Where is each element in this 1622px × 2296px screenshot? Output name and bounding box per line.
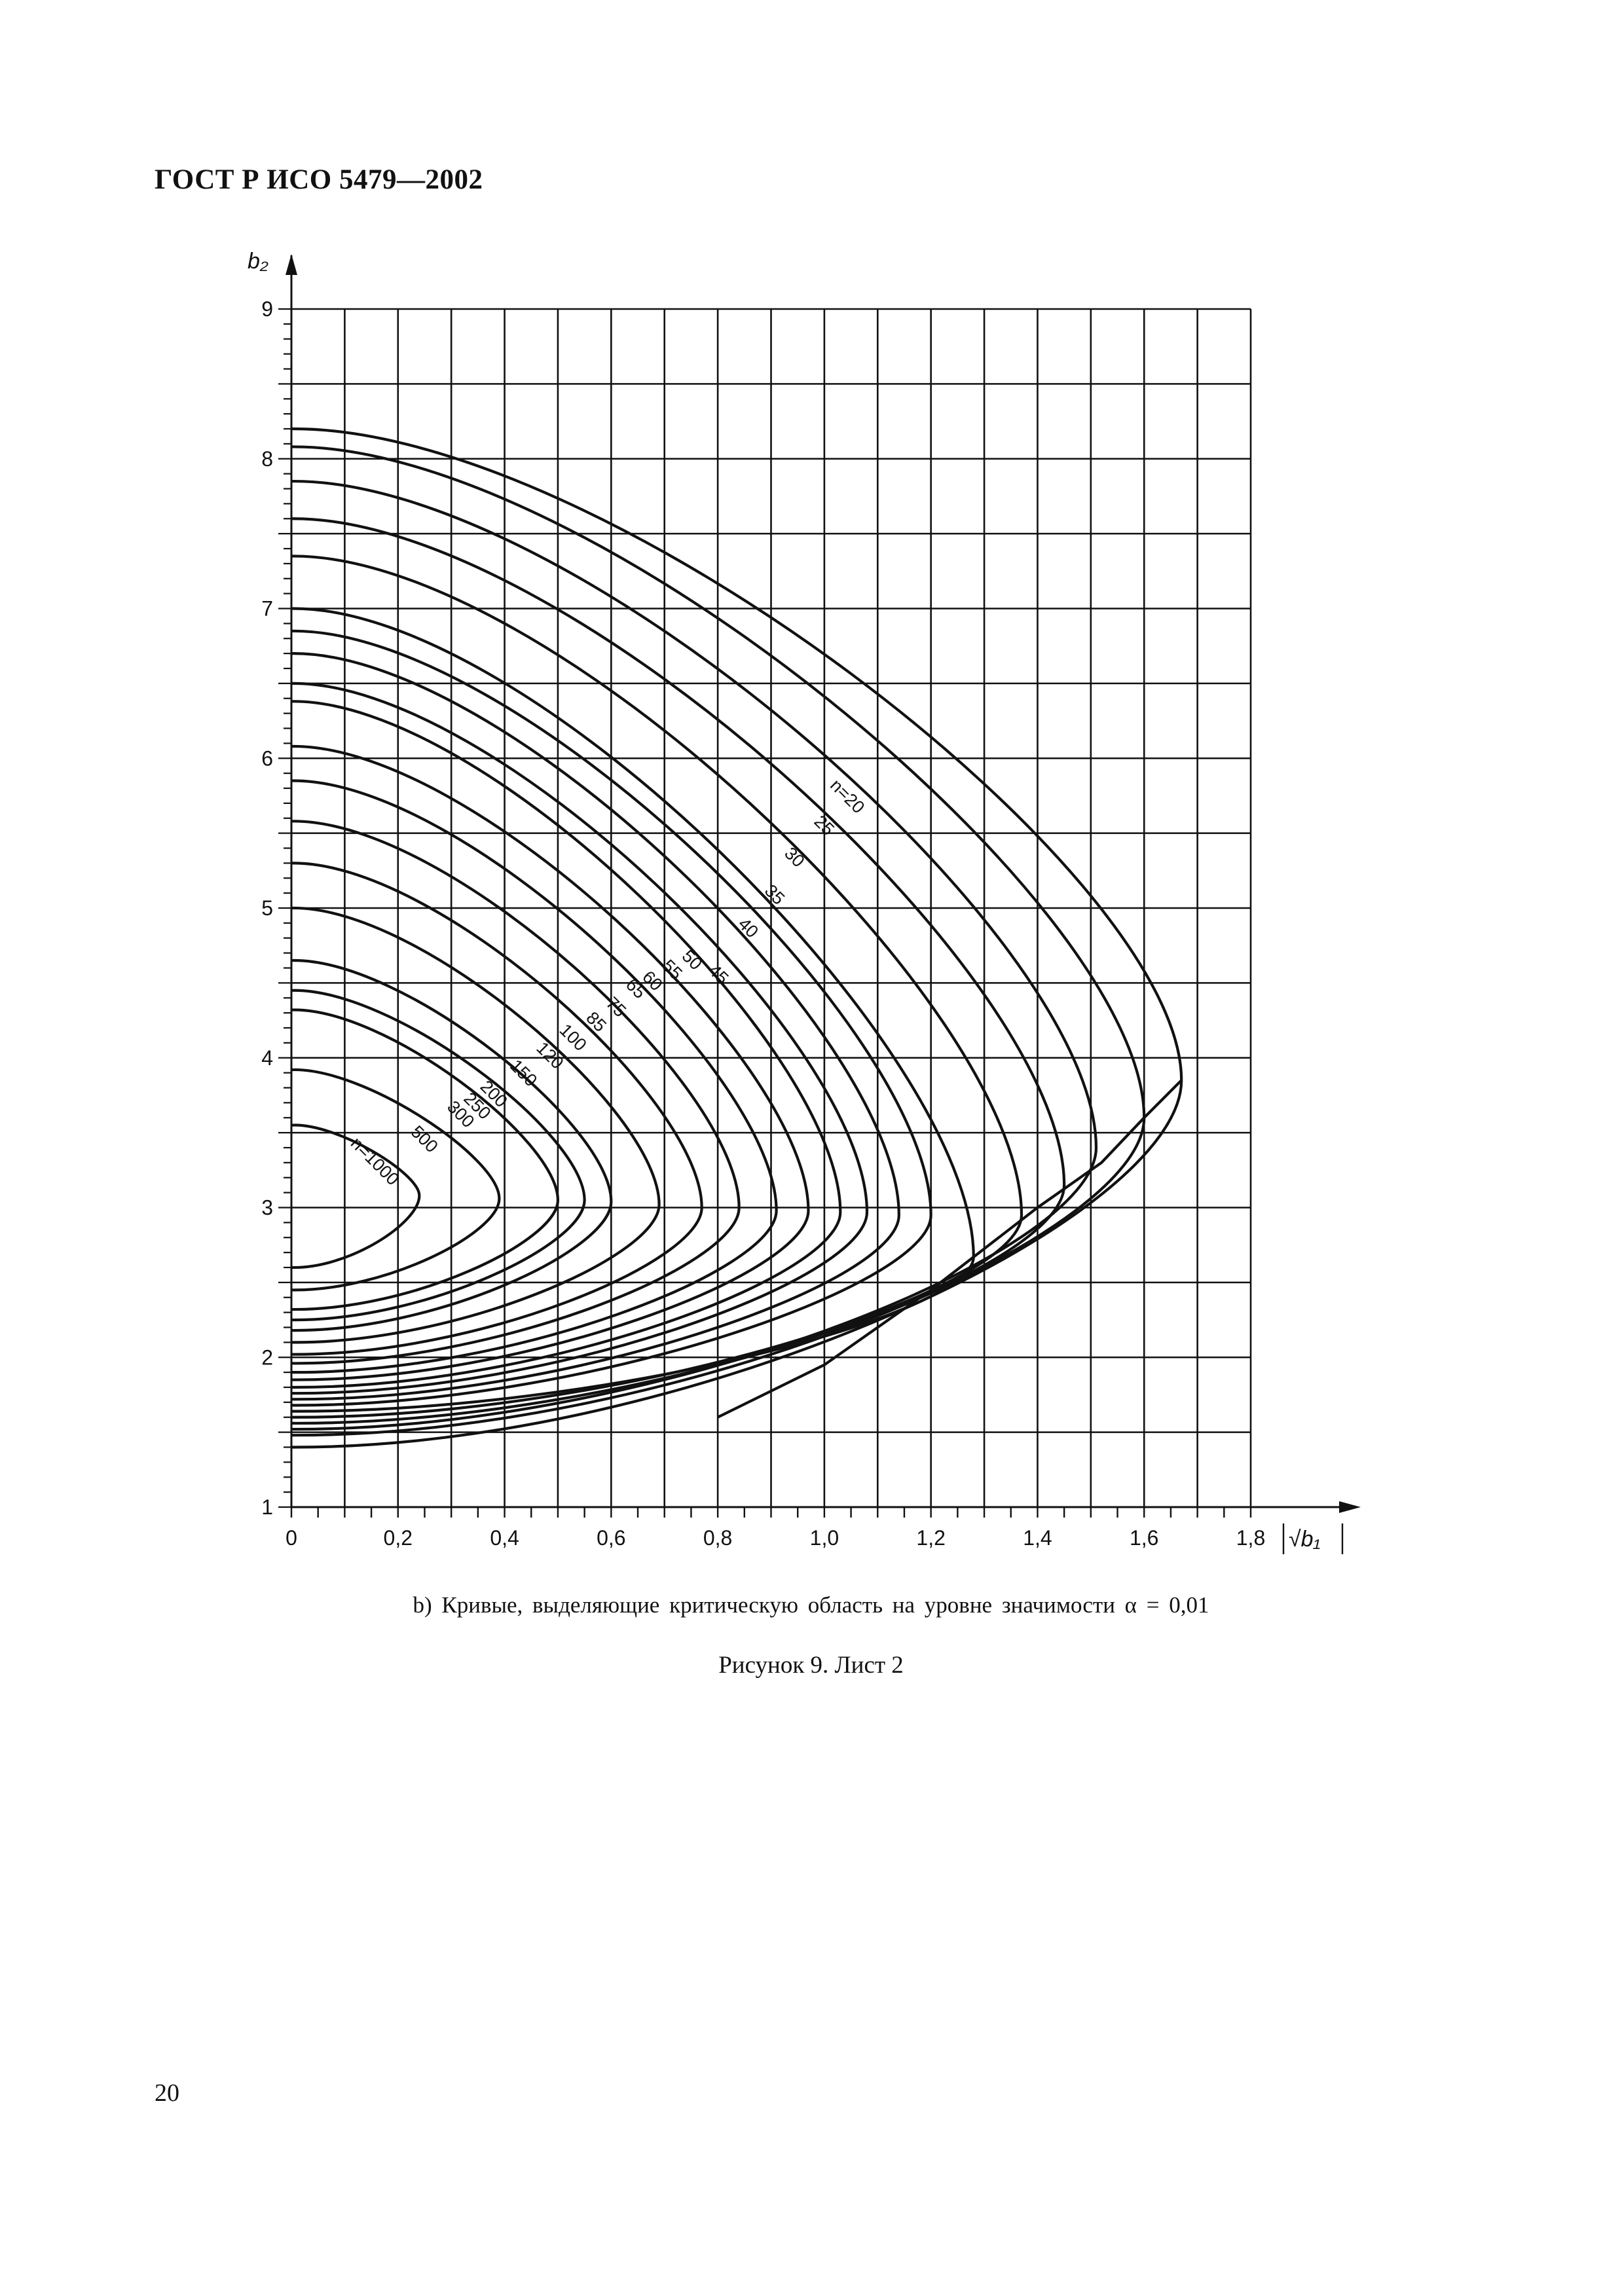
curve-200 <box>291 958 613 1332</box>
curve-35 <box>291 517 1066 1425</box>
tick-labels: 0 0,2 0,4 0,6 0,8 1,0 1,2 1,4 1,6 1,8123456789b₂√… <box>248 249 1344 1554</box>
y-tick-label: 8 <box>261 447 273 471</box>
curve-300 <box>291 1008 560 1311</box>
curve-label: 25 <box>811 811 838 839</box>
curve-label: n=1000 <box>347 1133 403 1189</box>
curve-label: n=20 <box>826 775 868 817</box>
y-tick-label: 5 <box>261 896 273 920</box>
curve-n-20 <box>291 427 1183 1449</box>
curve-label: 120 <box>532 1038 567 1073</box>
curve-60 <box>291 682 869 1395</box>
curve-150 <box>291 906 661 1344</box>
x-tick-label: 0,6 <box>597 1526 625 1550</box>
x-tick-label: 1,6 <box>1130 1526 1158 1550</box>
axes <box>278 254 1361 1518</box>
curve-500 <box>291 1068 501 1292</box>
curve-n-1000 <box>291 1123 421 1269</box>
curve-50 <box>291 629 932 1407</box>
curve-85 <box>291 779 778 1374</box>
y-tick-label: 7 <box>261 597 273 621</box>
chart-svg: n=20253035404550556065758510012015020025… <box>248 249 1361 1554</box>
curve-label: 45 <box>705 960 732 988</box>
curve-250 <box>291 989 586 1322</box>
grid <box>290 308 1252 1508</box>
curves <box>291 427 1183 1449</box>
y-axis-arrow <box>286 254 297 275</box>
x-tick-label: 0,4 <box>490 1526 519 1550</box>
figure-caption: Рисунок 9. Лист 2 <box>718 1652 904 1679</box>
x-tick-label: 1,4 <box>1023 1526 1052 1550</box>
x-axis-arrow <box>1339 1501 1361 1513</box>
curve-120 <box>291 862 703 1356</box>
y-tick-label: 3 <box>261 1196 273 1220</box>
curve-45 <box>291 607 975 1413</box>
critical-region-chart: n=20 25 30 35 40 45 50 55 60 65 75 85 100 120 150 200 25… <box>248 249 1361 1554</box>
curve-100 <box>291 820 741 1365</box>
curve-55 <box>291 652 900 1401</box>
curve-25 <box>291 445 1146 1437</box>
envelope-line <box>717 1079 1183 1419</box>
x-tick-label: 1,2 <box>916 1526 945 1550</box>
curve-65 <box>291 700 842 1389</box>
x-axis-label: √b₁ <box>1289 1527 1320 1552</box>
y-axis-label: b₂ <box>248 249 268 274</box>
x-tick-label: 1,8 <box>1236 1526 1265 1550</box>
x-tick-label: 0,8 <box>703 1526 732 1550</box>
y-tick-label: 4 <box>261 1046 273 1070</box>
curve-label: 35 <box>761 881 788 908</box>
y-tick-label: 9 <box>261 297 273 321</box>
y-tick-label: 1 <box>261 1495 273 1519</box>
y-tick-label: 2 <box>261 1345 273 1369</box>
x-tick-label: 1,0 <box>810 1526 839 1550</box>
x-tick-label: 0,2 <box>384 1526 413 1550</box>
curve-label: 30 <box>781 843 808 871</box>
y-tick-label: 6 <box>261 746 273 770</box>
x-tick-label: 0 <box>286 1526 297 1550</box>
curve-75 <box>291 744 810 1381</box>
figure-subcaption: b) Кривые, выделяющие критическую област… <box>413 1592 1209 1618</box>
curve-label: 85 <box>582 1008 610 1035</box>
document-header: ГОСТ Р ИСО 5479—2002 <box>155 164 483 195</box>
curve-label: 40 <box>734 914 762 941</box>
page-number: 20 <box>155 2079 179 2107</box>
